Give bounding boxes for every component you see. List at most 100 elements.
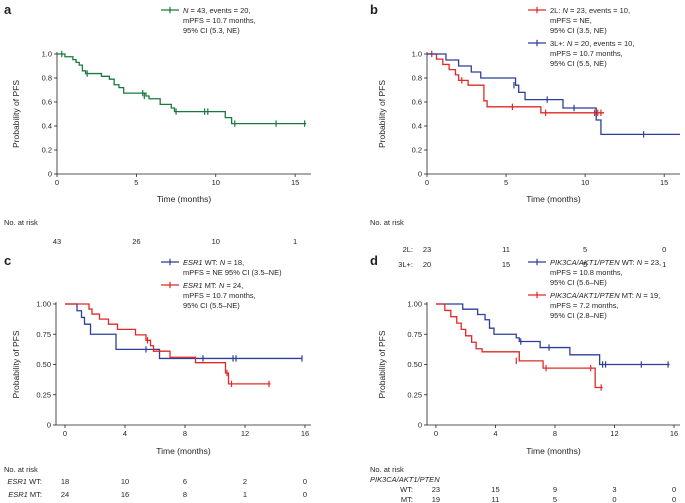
- y-tick-label: 0.75: [407, 330, 422, 339]
- risk-count: 15: [491, 485, 499, 494]
- legend-text-segment: = 18,: [225, 258, 244, 267]
- risk-count: 0: [612, 495, 616, 503]
- x-axis-label: Time (months): [526, 194, 581, 204]
- y-tick-label: 0.2: [42, 146, 52, 155]
- x-tick-label: 8: [553, 429, 557, 438]
- y-tick-label: 0.25: [407, 390, 422, 399]
- y-tick-label: 1.00: [36, 300, 51, 309]
- legend-text-segment: 95% CI (5.6–NE): [550, 278, 607, 287]
- legend-text-segment: = 19,: [641, 291, 660, 300]
- y-tick-label: 0.6: [412, 98, 422, 107]
- x-tick-label: 16: [670, 429, 678, 438]
- legend-text-segment: = 20, events = 10,: [572, 39, 634, 48]
- y-tick-label: 1.0: [412, 50, 422, 59]
- legend-text-segment: = 23, events = 10,: [568, 6, 630, 15]
- x-tick-label: 12: [241, 429, 249, 438]
- risk-count: 5: [553, 495, 557, 503]
- legend-entry-line: mPFS = 7.2 months,: [550, 301, 619, 310]
- x-tick-label: 10: [581, 178, 589, 187]
- legend-entry-line: 95% CI (5.5, NE): [550, 59, 607, 68]
- y-tick-label: 0: [418, 421, 422, 430]
- y-tick-label: 0.8: [412, 74, 422, 83]
- risk-count: 5: [583, 245, 587, 254]
- risk-row-label: 3L+:: [398, 260, 413, 269]
- y-axis-label: Probability of PFS: [11, 80, 21, 148]
- km-curve-2l: [427, 53, 605, 114]
- legend-text-segment: N: [567, 39, 573, 48]
- legend-entry-line: mPFS = NE 95% CI (3.5–NE): [183, 268, 282, 277]
- risk-count: 16: [121, 490, 129, 499]
- legend-text-segment: mPFS = 10.8 months,: [550, 268, 623, 277]
- risk-table-title: No. at risk: [4, 218, 38, 227]
- legend-entry-line: 95% CI (3.5, NE): [550, 26, 607, 35]
- x-tick-label: 4: [493, 429, 497, 438]
- x-tick-label: 16: [301, 429, 309, 438]
- legend-text-segment: 95% CI (2.8–NE): [550, 311, 607, 320]
- x-tick-label: 0: [55, 178, 59, 187]
- legend-entry-line: mPFS = 10.7 months,: [550, 49, 623, 58]
- risk-count: 0: [672, 485, 676, 494]
- legend-text-segment: PIK3CA/AKT1/PTEN: [550, 291, 620, 300]
- y-tick-label: 0: [418, 170, 422, 179]
- legend-text-segment: = 24,: [224, 281, 243, 290]
- legend-text-segment: mPFS = NE,: [550, 16, 592, 25]
- legend-entry-line: PIK3CA/AKT1/PTEN WT: N = 23,: [550, 258, 661, 267]
- risk-row-label-gene: ESR1: [7, 477, 29, 486]
- risk-count: 3: [612, 485, 616, 494]
- risk-table-title: No. at risk: [370, 465, 404, 474]
- risk-row-label-gene: ESR1: [8, 490, 30, 499]
- x-axis-label: Time (months): [526, 446, 581, 456]
- legend-entry-line: 95% CI (5.6–NE): [550, 278, 607, 287]
- legend-text-segment: WT:: [620, 258, 637, 267]
- legend-entry-line: 3L+: N = 20, events = 10,: [550, 39, 634, 48]
- y-tick-label: 0: [47, 421, 51, 430]
- y-tick-label: 0.2: [412, 146, 422, 155]
- risk-table-title: No. at risk: [370, 218, 404, 227]
- km-curve-overall: [57, 53, 307, 125]
- x-tick-label: 8: [183, 429, 187, 438]
- y-tick-label: 0.4: [42, 122, 52, 131]
- y-tick-label: 0.50: [407, 360, 422, 369]
- km-curve-pik3ca-akt1-pten-mt: [435, 303, 603, 389]
- x-tick-label: 4: [123, 429, 127, 438]
- risk-row-label: ESR1 WT:: [7, 477, 42, 486]
- y-tick-label: 1.0: [42, 50, 52, 59]
- x-tick-label: 15: [291, 178, 299, 187]
- legend-text-segment: 95% CI (3.5, NE): [550, 26, 607, 35]
- risk-count: 11: [492, 495, 500, 503]
- legend-text-segment: 2L:: [550, 6, 563, 15]
- legend-entry-line: 2L: N = 23, events = 10,: [550, 6, 630, 15]
- legend-entry-line: N = 43, events = 20,: [183, 6, 251, 15]
- risk-count: 43: [53, 237, 61, 246]
- x-tick-label: 5: [504, 178, 508, 187]
- legend-text-segment: mPFS = NE 95% CI (3.5–NE): [183, 268, 282, 277]
- risk-row-label: 2L:: [403, 245, 413, 254]
- y-tick-label: 1.00: [407, 300, 422, 309]
- risk-count: 2: [243, 477, 247, 486]
- legend-entry-line: 95% CI (5.3, NE): [183, 26, 240, 35]
- risk-row-label: ESR1 MT:: [8, 490, 42, 499]
- legend-text-segment: 95% CI (5.5–NE): [183, 301, 240, 310]
- risk-count: 20: [423, 260, 431, 269]
- legend-entry-line: ESR1 WT: N = 18,: [183, 258, 244, 267]
- legend-text-segment: N: [637, 258, 643, 267]
- y-axis-label: Probability of PFS: [11, 330, 21, 398]
- legend-text-segment: N: [220, 258, 226, 267]
- risk-count: 19: [432, 495, 440, 503]
- legend-text-segment: N: [563, 6, 569, 15]
- legend-entry-line: 95% CI (5.5–NE): [183, 301, 240, 310]
- legend-text-segment: 95% CI (5.5, NE): [550, 59, 607, 68]
- risk-count: 1: [243, 490, 247, 499]
- x-tick-label: 0: [63, 429, 67, 438]
- x-axis-label: Time (months): [156, 446, 211, 456]
- legend-text-segment: PIK3CA/AKT1/PTEN: [550, 258, 620, 267]
- legend-text-segment: mPFS = 7.2 months,: [550, 301, 619, 310]
- risk-count: 15: [502, 260, 510, 269]
- panel-a: a 0 0.2 0.4 0.6 0.8 1.0 0 5 10 15 Probability of PF…: [4, 2, 311, 246]
- risk-row-label-status: WT:: [29, 477, 42, 486]
- legend-text-segment: ESR1: [183, 258, 203, 267]
- x-tick-label: 0: [425, 178, 429, 187]
